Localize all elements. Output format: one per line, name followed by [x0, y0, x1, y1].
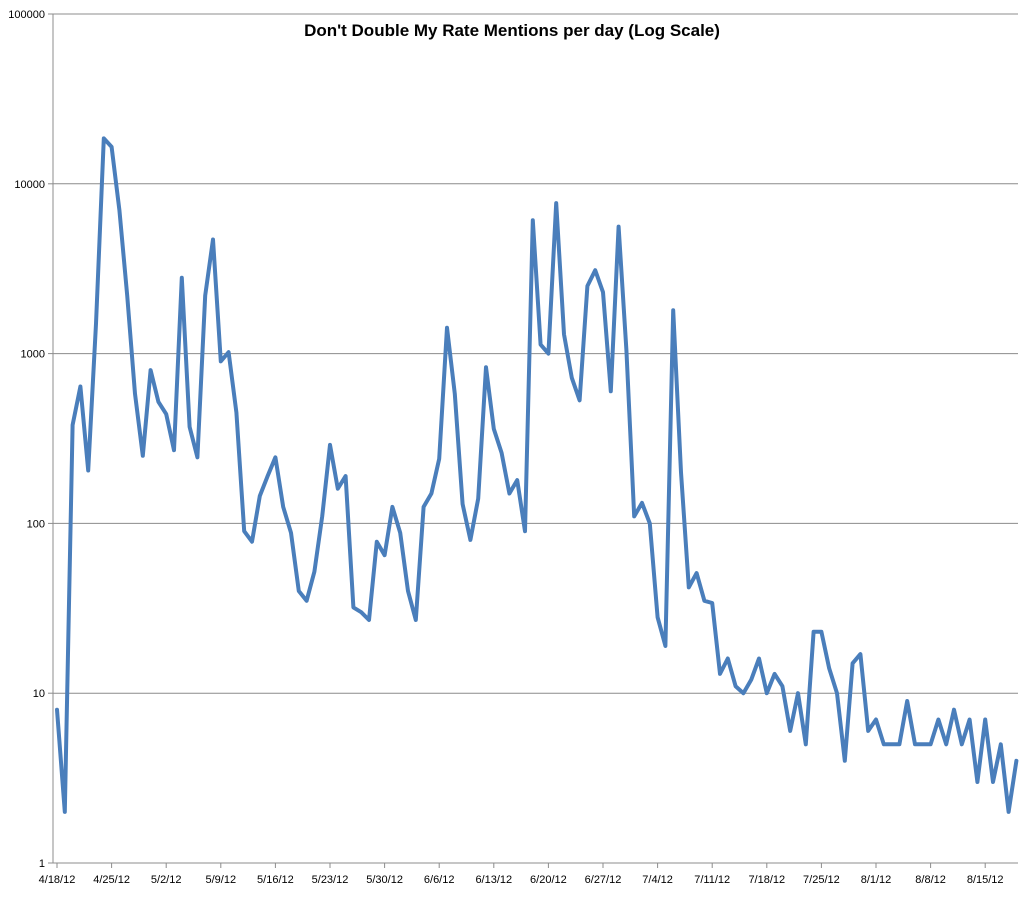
axes — [48, 13, 1018, 868]
x-tick-label: 6/27/12 — [585, 874, 622, 886]
y-tick-label: 10 — [33, 688, 45, 700]
x-tick-label: 6/6/12 — [424, 874, 455, 886]
x-tick-labels: 4/18/12 4/25/12 5/2/12 5/9/12 5/16/12 5/23/12… — [39, 874, 1004, 886]
y-tick-label: 100 — [27, 518, 45, 530]
x-tick-label: 7/18/12 — [748, 874, 785, 886]
series-line — [55, 136, 1019, 814]
x-tick-label: 5/9/12 — [206, 874, 237, 886]
chart-title: Don't Double My Rate Mentions per day (L… — [304, 21, 720, 40]
x-tick-label: 7/4/12 — [642, 874, 673, 886]
x-tick-label: 6/13/12 — [475, 874, 512, 886]
y-tick-label: 1000 — [21, 349, 45, 361]
x-tick-label: 8/1/12 — [861, 874, 892, 886]
x-tick-label: 7/11/12 — [694, 874, 730, 886]
x-tick-label: 5/23/12 — [312, 874, 349, 886]
x-tick-label: 8/15/12 — [967, 874, 1004, 886]
x-tick-label: 5/30/12 — [366, 874, 403, 886]
x-tick-label: 4/18/12 — [39, 874, 76, 886]
x-tick-label: 8/8/12 — [915, 874, 946, 886]
y-tick-label: 10000 — [14, 179, 45, 191]
series-layer — [55, 136, 1019, 814]
x-tick-label: 4/25/12 — [93, 874, 130, 886]
x-tick-label: 6/20/12 — [530, 874, 567, 886]
y-tick-label: 100000 — [8, 9, 45, 21]
y-tick-labels: 1 10 100 1000 10000 100000 — [8, 9, 45, 870]
y-tick-label: 1 — [39, 858, 45, 870]
x-tick-label: 5/16/12 — [257, 874, 294, 886]
x-tick-label: 5/2/12 — [151, 874, 182, 886]
gridlines — [53, 13, 1018, 694]
x-tick-label: 7/25/12 — [803, 874, 840, 886]
